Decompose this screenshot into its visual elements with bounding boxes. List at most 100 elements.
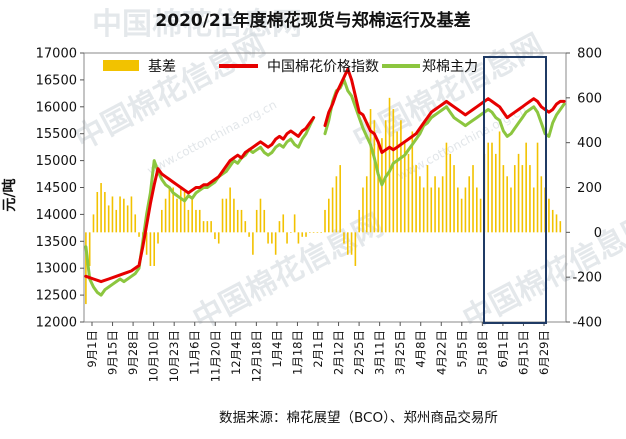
basis-bar [510,187,512,233]
basis-bar [198,209,201,233]
basis-bar [210,221,212,233]
basis-bar [145,232,148,255]
x-tick-label: 1月4日 [270,330,284,368]
basis-bar [126,205,129,233]
basis-bar [214,232,216,240]
basis-bar [149,232,152,266]
basis-bar [369,109,372,233]
basis-bar [123,198,125,233]
legend-index-label: 中国棉花价格指数 [267,58,379,75]
basis-bar [434,176,436,233]
price-index-line [84,67,566,284]
data-source: 数据来源：棉花展望（BCO）、郑州商品交易所 [219,409,498,426]
basis-bar [529,165,531,233]
left-tick-label: 14500 [36,181,77,196]
basis-bar [536,142,539,233]
june-highlight-rect [483,56,547,324]
basis-bar [138,232,140,237]
highlight-box [483,56,547,324]
basis-bar [327,198,330,233]
basis-bar [236,209,239,233]
basis-bar [388,97,391,233]
basis-bar [168,187,171,233]
right-tick-label: -200 [572,271,602,286]
basis-bar [187,209,190,233]
legend: 基差 中国棉花价格指数 郑棉主力 [103,58,478,75]
basis-bar [88,232,91,266]
basis-bar [191,198,193,233]
basis-bar [134,214,137,233]
basis-bar [293,214,296,233]
right-tick-label: 200 [577,181,602,196]
x-tick-label: 12月4日 [229,330,243,375]
basis-bar [555,214,558,233]
basis-bar [259,198,262,233]
basis-bar [92,214,95,233]
x-tick-label: 2月1日 [311,330,325,368]
x-tick-label: 10月10日 [147,330,161,382]
basis-bar [400,120,402,233]
basis-bar [301,232,304,237]
basis-bar [252,232,254,255]
left-axis-ticks: 12000 12500 13000 13500 14000 14500 15000 15500… [36,47,84,331]
x-tick-label: 6月1日 [496,330,510,368]
basis-bar [217,232,220,244]
basis-bar [161,209,163,233]
futures-main-line [84,78,566,297]
basis-bar [502,165,505,233]
legend-futures-label: 郑棉主力 [422,58,478,75]
basis-bar [354,232,357,266]
right-tick-label: 600 [577,91,602,106]
basis-bar [309,232,311,233]
left-tick-label: 15000 [36,154,77,169]
right-axis-ticks: -400 -200 0 200 400 600 800 [566,47,602,331]
basis-bars [85,97,562,305]
basis-bar [85,232,87,305]
basis-bar [164,198,167,233]
basis-bar [115,209,118,233]
chart-title: 2020/21年度棉花现货与郑棉运行及基差 [155,10,470,31]
basis-bar [183,191,186,233]
x-tick-label: 5月5日 [455,330,469,368]
basis-bar [441,176,444,233]
legend-basis-swatch [103,60,139,71]
left-tick-label: 16000 [36,100,77,115]
basis-bar [335,176,338,233]
basis-bar [312,232,315,233]
basis-bar [240,209,243,233]
watermark-top: 中国棉花信息网 [92,7,302,42]
basis-bar [255,209,258,233]
basis-bar [540,176,543,233]
basis-bar [320,232,323,233]
basis-bar [464,187,467,233]
basis-bar [111,196,114,233]
basis-bar [343,232,345,244]
basis-bar [548,198,550,233]
basis-bar [377,142,379,233]
basis-bar [130,196,133,233]
basis-bar [244,221,247,233]
basis-bar [445,142,448,233]
basis-bar [350,232,353,255]
basis-bar [100,183,102,233]
basis-bar [297,232,300,244]
basis-bar [221,198,224,233]
left-tick-label: 13500 [36,235,77,250]
basis-bar [339,165,341,233]
basis-bar [104,191,106,233]
basis-bar [521,165,524,233]
left-tick-label: 13000 [36,262,77,277]
x-tick-label: 11月6日 [188,330,202,375]
basis-bar [176,198,178,233]
x-tick-label: 12月18日 [249,330,263,382]
x-tick-label: 4月22日 [434,330,448,375]
right-tick-label: 800 [577,47,602,62]
basis-bar [153,232,156,266]
basis-bar [278,221,281,233]
price-lines [84,67,566,297]
basis-bar [179,187,182,233]
basis-bar [96,191,99,233]
basis-bar [479,198,482,233]
basis-bar [202,221,205,233]
